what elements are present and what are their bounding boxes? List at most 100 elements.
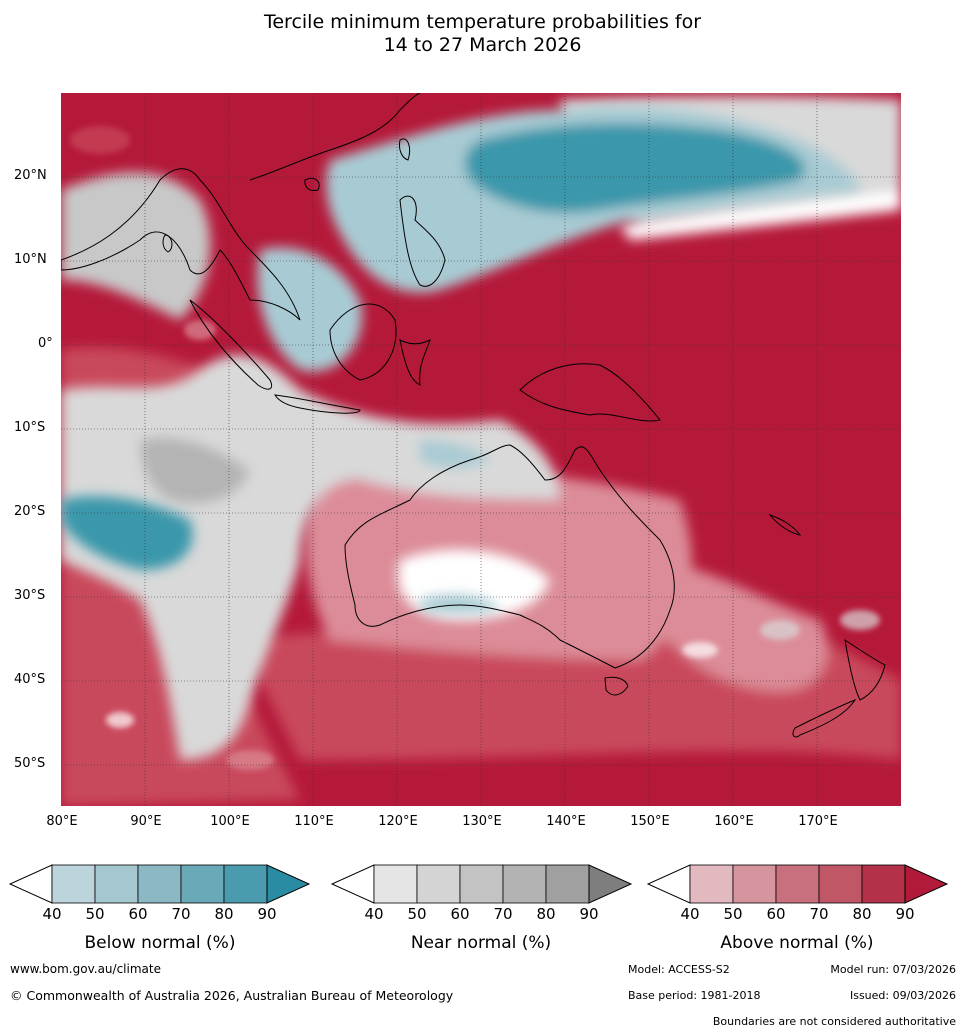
lon-label-100e: 100°E [210, 814, 250, 829]
new-guinea-coast [519, 363, 661, 422]
cb-above-bin-3 [775, 864, 820, 904]
borneo-coast [329, 303, 397, 381]
cb-below-tick-70: 70 [171, 905, 191, 923]
sumatra-coast [189, 299, 273, 390]
graticule [61, 93, 901, 806]
grey-mainland-asia [61, 172, 211, 320]
lat-label-30s: 30°S [14, 588, 46, 603]
lat-label-10n: 10°N [14, 252, 47, 267]
white-pacific-strip [620, 190, 901, 240]
copyright-text: © Commonwealth of Australia 2026, Austra… [10, 988, 454, 1003]
cb-below-tick-80: 80 [214, 905, 234, 923]
cb-below-bin-2 [94, 864, 139, 904]
taiwan-coast [399, 138, 411, 161]
cb-near-tick-40: 40 [364, 905, 384, 923]
map-title-line2: 14 to 27 March 2026 [383, 34, 582, 56]
philippines-coast [399, 195, 446, 287]
cb-near-tick-90: 90 [579, 905, 599, 923]
boundaries-disclaimer: Boundaries are not considered authoritat… [712, 1015, 956, 1028]
cb-above-max-arrow [904, 864, 949, 904]
cb-above-tick-70: 70 [809, 905, 829, 923]
lat-label-20n: 20°N [14, 168, 47, 183]
colorbar-above-normal [646, 864, 949, 904]
cb-below-tick-50: 50 [85, 905, 105, 923]
cb-above-tick-50: 50 [723, 905, 743, 923]
grey-darker-patches [140, 437, 250, 504]
cb-above-min-arrow [646, 864, 691, 904]
cb-below-max-arrow [266, 864, 311, 904]
tasmania-coast [604, 676, 629, 696]
cb-near-tick-80: 80 [536, 905, 556, 923]
teal-south-china-sea [257, 247, 362, 372]
java-coast [274, 394, 361, 414]
cb-near-bin-4 [502, 864, 547, 904]
lon-label-160e: 160°E [714, 814, 754, 829]
below-normal-shading [61, 106, 860, 614]
teal-indian-ocean-west [61, 496, 193, 570]
new-zealand-north-coast [844, 638, 886, 701]
cb-above-tick-90: 90 [895, 905, 915, 923]
cb-below-label: Below normal (%) [84, 933, 236, 953]
lon-label-130e: 130°E [462, 814, 502, 829]
cb-above-bin-4 [818, 864, 863, 904]
cb-above-tick-40: 40 [680, 905, 700, 923]
lat-label-20s: 20°S [14, 504, 46, 519]
cb-above-bin-2 [732, 864, 777, 904]
cb-below-bin-5 [223, 864, 268, 904]
lon-label-150e: 150°E [630, 814, 670, 829]
light-red-tasman [640, 560, 828, 692]
cb-below-tick-40: 40 [42, 905, 62, 923]
speckle-6 [70, 126, 130, 154]
china-coast [249, 93, 421, 181]
cb-near-tick-60: 60 [450, 905, 470, 923]
teal-s-australia [420, 594, 500, 614]
map-title-line1: Tercile minimum temperature probabilitie… [263, 11, 702, 33]
asia-mainland-coast [61, 168, 301, 321]
new-zealand-south-coast [792, 698, 857, 738]
sri-lanka-coast [162, 234, 173, 253]
cb-below-bin-1 [51, 864, 96, 904]
lat-label-40s: 40°S [14, 672, 46, 687]
cb-below-min-arrow [8, 864, 53, 904]
sulawesi-coast [399, 339, 431, 386]
cb-below-bin-4 [180, 864, 225, 904]
australia-coast [344, 444, 675, 669]
colorbar-near-normal [330, 864, 633, 904]
website-link[interactable]: www.bom.gov.au/climate [10, 962, 161, 976]
cb-above-label: Above normal (%) [720, 933, 874, 953]
model-name: Model: ACCESS-S2 [628, 963, 730, 976]
speckle-5 [840, 610, 880, 630]
cb-near-max-arrow [588, 864, 633, 904]
speckle-3 [760, 620, 800, 640]
cb-above-tick-60: 60 [766, 905, 786, 923]
coastlines [61, 93, 886, 738]
cb-near-tick-70: 70 [493, 905, 513, 923]
lat-label-equator: 0° [38, 336, 53, 351]
cb-near-label: Near normal (%) [410, 933, 552, 953]
cb-near-bin-2 [416, 864, 461, 904]
cb-near-tick-50: 50 [407, 905, 427, 923]
speckle-1 [106, 712, 134, 728]
cb-above-bin-5 [861, 864, 906, 904]
new-caledonia-coast [768, 513, 802, 536]
base-period: Base period: 1981-2018 [628, 989, 761, 1002]
cb-near-bin-1 [373, 864, 418, 904]
teal-timor-sea [420, 440, 490, 468]
lat-label-50s: 50°S [14, 756, 46, 771]
lon-label-110e: 110°E [294, 814, 334, 829]
lon-label-90e: 90°E [130, 814, 162, 829]
hainan-coast [304, 177, 320, 191]
colorbar-below-normal [8, 864, 311, 904]
lon-label-170e: 170°E [798, 814, 838, 829]
issued-date: Issued: 09/03/2026 [849, 989, 956, 1002]
cb-below-tick-60: 60 [128, 905, 148, 923]
model-run-date: Model run: 07/03/2026 [830, 963, 956, 976]
cb-above-bin-1 [689, 864, 734, 904]
teal-core-pacific [464, 123, 806, 213]
cb-near-bin-5 [545, 864, 590, 904]
cb-near-min-arrow [330, 864, 375, 904]
cb-near-bin-3 [459, 864, 504, 904]
lon-label-120e: 120°E [378, 814, 418, 829]
speckle-7 [184, 320, 216, 340]
